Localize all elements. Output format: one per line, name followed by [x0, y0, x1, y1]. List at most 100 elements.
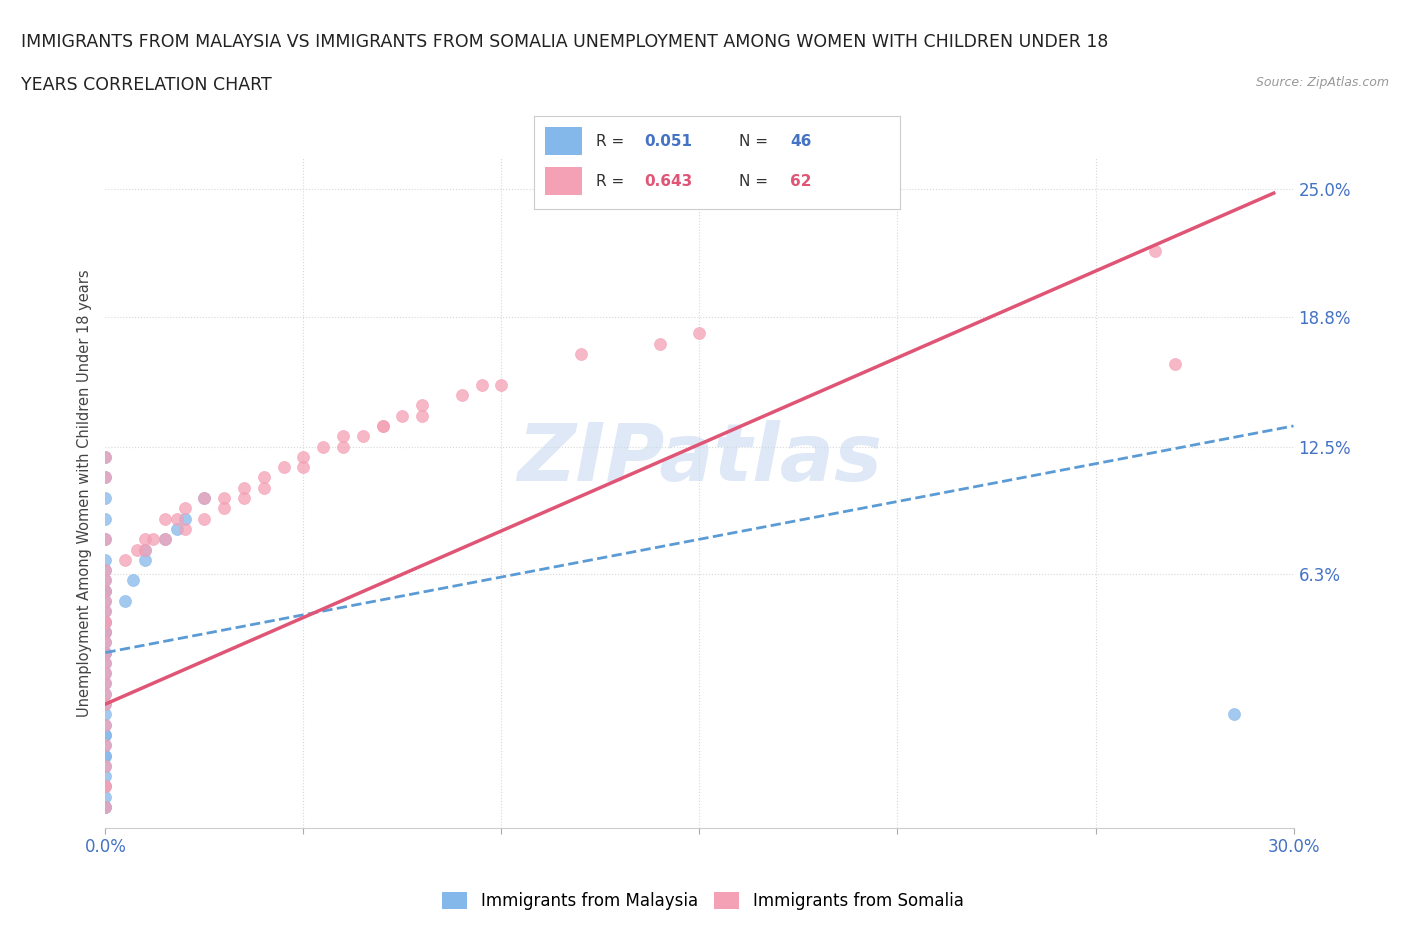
Point [134, 542, 156, 557]
Point [94, 614, 117, 629]
Point [94, 552, 117, 567]
Point [371, 418, 394, 433]
Point [94, 697, 117, 711]
Point [411, 398, 433, 413]
Point [94, 512, 117, 526]
Point [292, 459, 315, 474]
Point [94, 697, 117, 711]
Point [94, 790, 117, 804]
Point [371, 418, 394, 433]
Point [94, 779, 117, 794]
Bar [546, 127, 582, 155]
Point [193, 491, 215, 506]
Point [94, 614, 117, 629]
Point [569, 346, 592, 361]
Point [94, 470, 117, 485]
Point [94, 491, 117, 506]
Point [173, 501, 195, 516]
Y-axis label: Unemployment Among Women with Children Under 18 years: Unemployment Among Women with Children U… [77, 269, 93, 717]
Point [94, 604, 117, 618]
Text: IMMIGRANTS FROM MALAYSIA VS IMMIGRANTS FROM SOMALIA UNEMPLOYMENT AMONG WOMEN WIT: IMMIGRANTS FROM MALAYSIA VS IMMIGRANTS F… [21, 33, 1108, 50]
Point [292, 449, 315, 464]
Point [352, 429, 374, 444]
Point [312, 439, 335, 454]
Point [214, 501, 236, 516]
Point [94, 645, 117, 660]
Point [122, 573, 145, 588]
Text: N =: N = [740, 134, 773, 149]
Point [114, 593, 136, 608]
Point [134, 532, 156, 547]
Point [94, 707, 117, 722]
Point [94, 666, 117, 681]
Text: 46: 46 [790, 134, 811, 149]
Point [94, 800, 117, 815]
Text: YEARS CORRELATION CHART: YEARS CORRELATION CHART [21, 76, 271, 94]
Point [332, 429, 354, 444]
Point [94, 717, 117, 732]
Point [471, 378, 494, 392]
Point [391, 408, 413, 423]
Point [94, 737, 117, 752]
Point [94, 573, 117, 588]
Point [411, 408, 433, 423]
Point [94, 727, 117, 742]
Point [94, 563, 117, 578]
Point [94, 583, 117, 598]
Point [689, 326, 711, 340]
Point [94, 759, 117, 774]
Point [94, 645, 117, 660]
Point [193, 491, 215, 506]
Point [94, 604, 117, 618]
Point [94, 769, 117, 784]
Point [94, 625, 117, 640]
Point [253, 470, 276, 485]
Point [94, 449, 117, 464]
Point [94, 583, 117, 598]
Point [648, 336, 671, 351]
Text: 0.051: 0.051 [644, 134, 692, 149]
Point [94, 614, 117, 629]
Point [94, 800, 117, 815]
Point [94, 563, 117, 578]
Point [1223, 707, 1246, 722]
Point [114, 552, 136, 567]
Legend: Immigrants from Malaysia, Immigrants from Somalia: Immigrants from Malaysia, Immigrants fro… [436, 885, 970, 917]
Point [94, 583, 117, 598]
Text: 62: 62 [790, 174, 811, 189]
Point [153, 532, 176, 547]
Point [94, 686, 117, 701]
Point [173, 522, 195, 537]
Point [491, 378, 513, 392]
Point [134, 552, 156, 567]
Point [94, 656, 117, 671]
Point [94, 470, 117, 485]
Point [332, 439, 354, 454]
Point [94, 759, 117, 774]
Text: 0.643: 0.643 [644, 174, 692, 189]
Point [94, 686, 117, 701]
Point [166, 512, 188, 526]
Point [94, 532, 117, 547]
Point [153, 512, 176, 526]
Point [94, 676, 117, 691]
Point [1164, 357, 1187, 372]
Point [166, 522, 188, 537]
Point [193, 512, 215, 526]
Point [153, 532, 176, 547]
Text: R =: R = [596, 134, 630, 149]
Point [233, 491, 256, 506]
Point [1143, 244, 1166, 259]
Point [214, 491, 236, 506]
Point [94, 779, 117, 794]
Point [94, 717, 117, 732]
Point [450, 388, 472, 403]
Point [173, 512, 195, 526]
Point [134, 542, 156, 557]
Point [94, 748, 117, 763]
Point [94, 779, 117, 794]
Point [142, 532, 165, 547]
Point [94, 573, 117, 588]
Point [273, 459, 295, 474]
Point [94, 645, 117, 660]
